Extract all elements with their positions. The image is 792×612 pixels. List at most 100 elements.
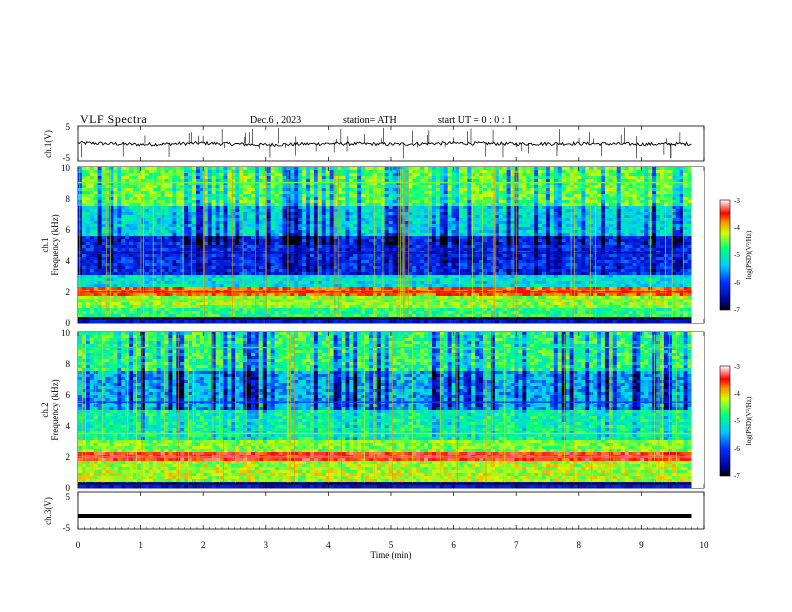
spectrogram-cell xyxy=(203,296,209,300)
spectrogram-cell xyxy=(266,308,272,312)
spectrogram-cell xyxy=(302,287,307,291)
spectrogram-cell xyxy=(93,281,99,285)
spectrogram-cell xyxy=(188,221,193,225)
spectrogram-cell xyxy=(286,314,291,318)
spectrogram-cell xyxy=(376,191,382,195)
spectrogram-cell xyxy=(416,212,421,216)
spectrogram-cell xyxy=(447,203,452,207)
spectrogram-cell xyxy=(188,170,193,174)
spectrogram-cell xyxy=(125,272,130,276)
spectrogram-cell xyxy=(105,266,110,270)
spectrogram-cell xyxy=(313,230,319,234)
spectrogram-cell xyxy=(195,293,201,297)
spectrogram-cell xyxy=(420,221,425,225)
spectrogram-cell xyxy=(404,254,409,258)
spectrogram-cell xyxy=(412,209,417,213)
spectrogram-cell xyxy=(156,188,161,192)
spectrogram-cell xyxy=(164,299,169,303)
spectrogram-cell xyxy=(420,245,425,249)
spectrogram-cell xyxy=(168,272,173,276)
spectrogram-cell xyxy=(227,230,232,234)
spectrogram-cell xyxy=(435,233,441,237)
spectrogram-cell xyxy=(310,176,315,180)
spectrogram-cell xyxy=(353,320,358,324)
spectrogram-cell xyxy=(337,173,342,177)
spectrogram-cell xyxy=(133,281,138,285)
spectrogram-cell xyxy=(286,221,291,225)
spectrogram-cell xyxy=(258,308,264,312)
spectrogram-cell xyxy=(310,167,315,171)
spectrogram-cell xyxy=(447,206,452,210)
spectrogram-cell xyxy=(156,266,161,270)
spectrogram-cell xyxy=(435,302,441,306)
spectrogram-cell xyxy=(140,170,146,174)
spectrogram-cell xyxy=(219,299,224,303)
spectrogram-cell xyxy=(439,305,445,309)
spectrogram-cell xyxy=(274,284,279,288)
spectrogram-cell xyxy=(176,185,181,189)
spectrogram-cell xyxy=(125,197,130,201)
spectrogram-cell xyxy=(270,254,276,258)
spectrogram-cell xyxy=(180,272,185,276)
spectrogram-cell xyxy=(195,233,201,237)
spectrogram-cell xyxy=(85,299,91,303)
spectrogram-cell xyxy=(251,185,256,189)
spectrogram-cell xyxy=(262,227,268,231)
spectrogram-cell xyxy=(435,284,441,288)
spectrogram-cell xyxy=(325,188,331,192)
spectrogram-cell xyxy=(121,263,126,267)
spectrogram-cell xyxy=(188,230,193,234)
spectrogram-cell xyxy=(136,257,142,261)
spectrogram-cell xyxy=(243,170,248,174)
spectrogram-cell xyxy=(97,230,102,234)
spectrogram-cell xyxy=(81,167,87,171)
spectrogram-cell xyxy=(227,215,232,219)
spectrogram-cell xyxy=(302,293,307,297)
spectrogram-cell xyxy=(133,302,138,306)
spectrogram-cell xyxy=(333,197,338,201)
spectrogram-cell xyxy=(408,269,413,273)
spectrogram-cell xyxy=(317,296,323,300)
spectrogram-cell xyxy=(274,242,279,246)
spectrogram-cell xyxy=(148,212,154,216)
spectrogram-cell xyxy=(349,308,354,312)
spectrogram-cell xyxy=(129,269,134,273)
spectrogram-cell xyxy=(176,314,181,318)
spectrogram-cell xyxy=(321,293,327,297)
spectrogram-cell xyxy=(89,227,95,231)
spectrogram-cell xyxy=(231,281,236,285)
spectrogram-cell xyxy=(101,188,106,192)
spectrogram-cell xyxy=(365,278,370,282)
spectrogram-cell xyxy=(392,170,397,174)
spectrogram-cell xyxy=(357,212,362,216)
spectrogram-cell xyxy=(117,245,122,249)
spectrogram-cell xyxy=(243,260,248,264)
spectrogram-cell xyxy=(231,299,236,303)
spectrogram-cell xyxy=(219,293,224,297)
spectrogram-cell xyxy=(254,209,260,213)
spectrogram-cell xyxy=(247,302,252,306)
spectrogram-cell xyxy=(361,212,366,216)
spectrogram-cell xyxy=(286,308,291,312)
spectrogram-cell xyxy=(215,266,220,270)
spectrogram-cell xyxy=(144,191,150,195)
spectrogram-cell xyxy=(329,275,335,279)
spectrogram-cell xyxy=(180,296,185,300)
spectrogram-cell xyxy=(286,233,291,237)
spectrogram-cell xyxy=(353,269,358,273)
spectrogram-cell xyxy=(101,320,106,324)
spectrogram-cell xyxy=(109,320,114,324)
spectrogram-cell xyxy=(302,176,307,180)
spectrogram-cell xyxy=(211,179,217,183)
spectrogram-cell xyxy=(431,218,437,222)
spectrogram-cell xyxy=(136,311,142,315)
spectrogram-cell xyxy=(333,227,338,231)
spectrogram-cell xyxy=(443,203,449,207)
spectrogram-cell xyxy=(298,233,303,237)
spectrogram-cell xyxy=(203,263,209,267)
spectrogram-cell xyxy=(431,311,437,315)
spectrogram-cell xyxy=(219,245,224,249)
spectrogram-cell xyxy=(93,320,99,324)
spectrogram-cell xyxy=(199,173,205,177)
spectrogram-cell xyxy=(286,320,291,324)
